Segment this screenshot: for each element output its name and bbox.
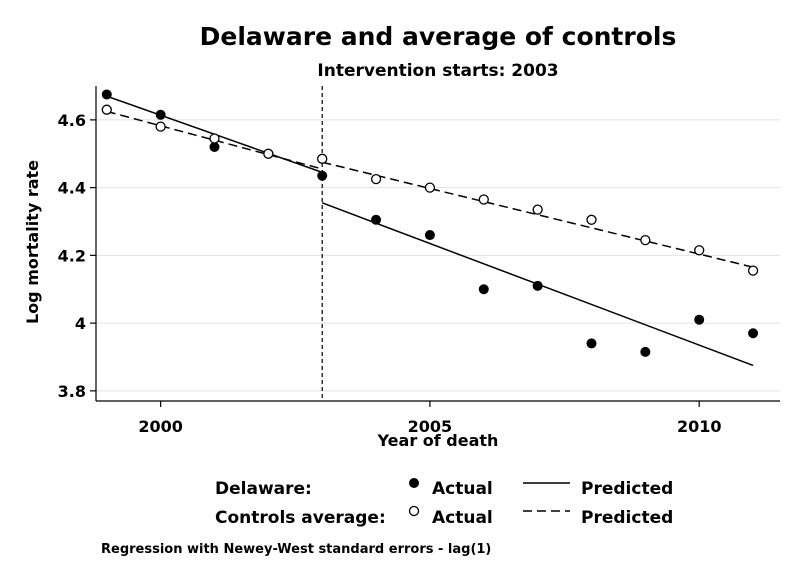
controls-actual-point [424, 182, 436, 193]
controls-predicted-line [322, 161, 754, 268]
y-axis-label: Log mortality rate [23, 160, 42, 324]
y-tick-label: 4.2 [58, 246, 86, 265]
delaware-actual-point [478, 284, 489, 295]
delaware-actual-point [424, 230, 435, 241]
legend-label-controls: Controls average: [215, 508, 386, 528]
delaware-actual-point [640, 346, 651, 357]
gridlines [96, 119, 780, 392]
x-tick-label: 2000 [138, 417, 183, 436]
chart-subtitle: Intervention starts: 2003 [317, 61, 558, 81]
controls-actual-point [370, 173, 382, 185]
controls-actual-point [317, 153, 328, 164]
controls-actual-point [586, 214, 597, 225]
delaware-actual-point [317, 170, 328, 181]
legend-actual-controls: Actual [432, 508, 493, 528]
x-tick-label: 2010 [677, 417, 722, 436]
legend-marker-controls-actual [408, 505, 420, 517]
y-tick-label: 3.8 [58, 382, 86, 401]
x-tick-label: 2005 [408, 417, 453, 436]
controls-actual-point [532, 204, 543, 215]
x-axis-label: Year of death [377, 431, 499, 450]
controls-actual-point [155, 121, 166, 132]
legend-actual-delaware: Actual [432, 479, 493, 499]
delaware-actual-point [586, 338, 597, 349]
controls-actual-point [694, 245, 705, 256]
delaware-actual-point [101, 89, 112, 100]
chart-note: Regression with Newey-West standard erro… [101, 542, 491, 557]
delaware-actual-point [694, 314, 705, 325]
controls-actual-point [101, 104, 112, 115]
y-axis-ticks: 3.8 4 4.2 4.4 4.6 [58, 111, 96, 401]
legend: Delaware: Actual Predicted Controls aver… [215, 478, 673, 528]
y-tick-label: 4 [75, 314, 86, 333]
delaware-actual-point [209, 141, 220, 152]
data-points [101, 89, 759, 357]
controls-actual-point [478, 194, 489, 205]
delaware-actual-point [532, 280, 543, 291]
chart-title: Delaware and average of controls [200, 22, 677, 51]
controls-actual-point [747, 265, 759, 276]
controls-predicted-line [106, 110, 323, 170]
delaware-actual-point [371, 214, 382, 225]
delaware-actual-point [155, 109, 166, 120]
y-tick-label: 4.4 [58, 179, 86, 198]
controls-actual-point [640, 234, 651, 246]
legend-predicted-delaware: Predicted [581, 479, 673, 499]
legend-label-delaware: Delaware: [215, 479, 312, 499]
y-tick-label: 4.6 [58, 111, 86, 130]
legend-predicted-controls: Predicted [581, 508, 673, 528]
legend-marker-delaware-actual [409, 478, 419, 488]
delaware-actual-point [748, 328, 759, 339]
controls-actual-point [209, 133, 220, 144]
x-axis-ticks: 2000 2005 2010 [138, 401, 721, 436]
controls-actual-point [263, 148, 274, 159]
